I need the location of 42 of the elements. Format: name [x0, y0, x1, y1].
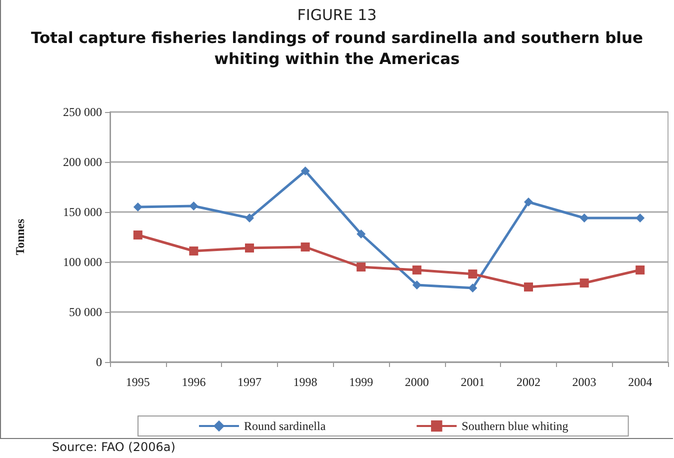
y-tick-label: 50 000: [69, 305, 102, 319]
chart-title: FIGURE 13: [296, 6, 378, 24]
chart-subtitle: Total capture fisheries landings of round sardinella and southern blue whiting within the Americas: [30, 28, 644, 70]
x-tick-label: 1996: [182, 375, 206, 389]
x-tick-label: 2003: [572, 375, 596, 389]
x-tick-label: 2000: [404, 375, 429, 389]
x-tick-label: 1999: [349, 375, 374, 389]
point: [636, 214, 645, 222]
y-tick-label: 250 000: [63, 105, 102, 119]
point: [580, 278, 589, 288]
point: [356, 262, 366, 272]
x-tick-label: 1995: [126, 375, 150, 389]
point: [300, 166, 310, 176]
y-tick-label: 100 000: [63, 255, 102, 269]
point: [133, 230, 142, 240]
legend-label: Southern blue whiting: [462, 419, 568, 433]
point: [133, 202, 142, 212]
x-tick-label: 2001: [460, 375, 485, 389]
point: [412, 280, 422, 290]
point: [189, 202, 198, 210]
point: [468, 270, 478, 278]
y-axis-title: Tonnes: [13, 218, 27, 256]
x-tick-label: 1997: [238, 375, 262, 389]
point: [412, 266, 422, 274]
point: [636, 266, 645, 274]
point: [300, 242, 310, 252]
point: [524, 198, 533, 206]
point: [524, 282, 533, 292]
source-note: Source: FAO (2006a): [52, 440, 176, 454]
legend-label: Round sardinella: [244, 419, 326, 433]
point: [189, 246, 198, 256]
x-tick-label: 2004: [628, 375, 652, 389]
x-tick-label: 2002: [516, 375, 540, 389]
point: [468, 284, 478, 292]
x-tick-label: 1998: [293, 375, 318, 389]
y-tick-label: 200 000: [63, 155, 102, 169]
point: [580, 214, 589, 222]
y-tick-label: 0: [96, 355, 102, 369]
point: [356, 230, 366, 238]
point: [245, 244, 254, 252]
y-tick-label: 150 000: [63, 205, 102, 219]
point: [245, 214, 254, 222]
